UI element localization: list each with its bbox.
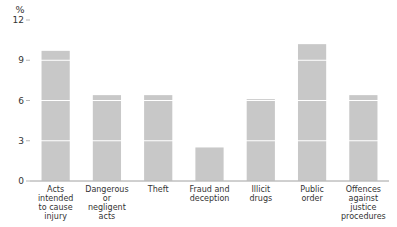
x-tick-label-line: Fraud and bbox=[190, 185, 230, 194]
y-tick bbox=[26, 140, 30, 141]
y-tick bbox=[26, 20, 30, 21]
grid-line bbox=[30, 140, 389, 141]
x-tick-label-line: or bbox=[103, 194, 112, 203]
grid bbox=[30, 20, 389, 181]
chart: 0 3 6 9 12% Actsintendedto causeinjury Dangero… bbox=[0, 0, 397, 227]
x-tick-label-line: against bbox=[349, 194, 378, 203]
x-tick-label: Dangerousornegligentacts bbox=[85, 185, 128, 221]
bar bbox=[195, 147, 223, 181]
bar bbox=[42, 51, 70, 181]
x-tick-label: Illicitdrugs bbox=[249, 185, 272, 203]
x-tick-label: Theft bbox=[147, 185, 169, 194]
x-tick-label-line: Illicit bbox=[251, 185, 270, 194]
x-tick-label-line: Offences bbox=[346, 185, 381, 194]
x-tick-label-line: acts bbox=[99, 212, 116, 221]
grid-line bbox=[30, 181, 389, 182]
grid-line bbox=[30, 100, 389, 101]
x-axis: Actsintendedto causeinjury Dangerousorneg… bbox=[38, 185, 386, 221]
y-axis-label: % bbox=[15, 4, 24, 15]
x-tick-label-line: order bbox=[301, 194, 323, 203]
y-tick-label: 3 bbox=[18, 136, 24, 146]
x-tick-label-line: deception bbox=[190, 194, 230, 203]
x-tick-label: Actsintendedto causeinjury bbox=[38, 185, 74, 221]
x-tick-label-line: Acts bbox=[47, 185, 64, 194]
y-tick-label: 9 bbox=[18, 55, 24, 65]
y-tick-label: 12 bbox=[13, 15, 24, 25]
bar bbox=[349, 95, 377, 181]
x-tick-label-line: injury bbox=[44, 212, 67, 221]
bars bbox=[42, 44, 378, 181]
x-tick-label: Fraud anddeception bbox=[190, 185, 230, 203]
y-tick bbox=[26, 100, 30, 101]
x-tick-label-line: justice bbox=[349, 203, 376, 212]
bar bbox=[144, 95, 172, 181]
x-tick-label: Publicorder bbox=[300, 185, 324, 203]
grid-line bbox=[30, 20, 389, 21]
y-tick-label: 0 bbox=[18, 176, 24, 186]
x-tick-label-line: Theft bbox=[147, 185, 169, 194]
y-tick bbox=[26, 181, 30, 182]
x-tick-label-line: intended bbox=[38, 194, 74, 203]
x-axis-line bbox=[30, 181, 389, 182]
bar bbox=[93, 95, 121, 181]
x-tick-label-line: Public bbox=[300, 185, 324, 194]
x-tick-label-line: negligent bbox=[88, 203, 126, 212]
x-tick-label-line: procedures bbox=[341, 212, 386, 221]
y-axis: 0 3 6 9 12 bbox=[13, 15, 30, 186]
bar bbox=[247, 99, 275, 181]
x-tick-label-line: Dangerous bbox=[85, 185, 128, 194]
x-tick-label-line: to cause bbox=[39, 203, 73, 212]
x-tick-label-line: drugs bbox=[249, 194, 272, 203]
bar bbox=[298, 44, 326, 181]
grid-line bbox=[30, 60, 389, 61]
x-tick-label: Offencesagainstjusticeprocedures bbox=[341, 185, 386, 221]
y-tick bbox=[26, 60, 30, 61]
y-tick-label: 6 bbox=[18, 96, 24, 106]
